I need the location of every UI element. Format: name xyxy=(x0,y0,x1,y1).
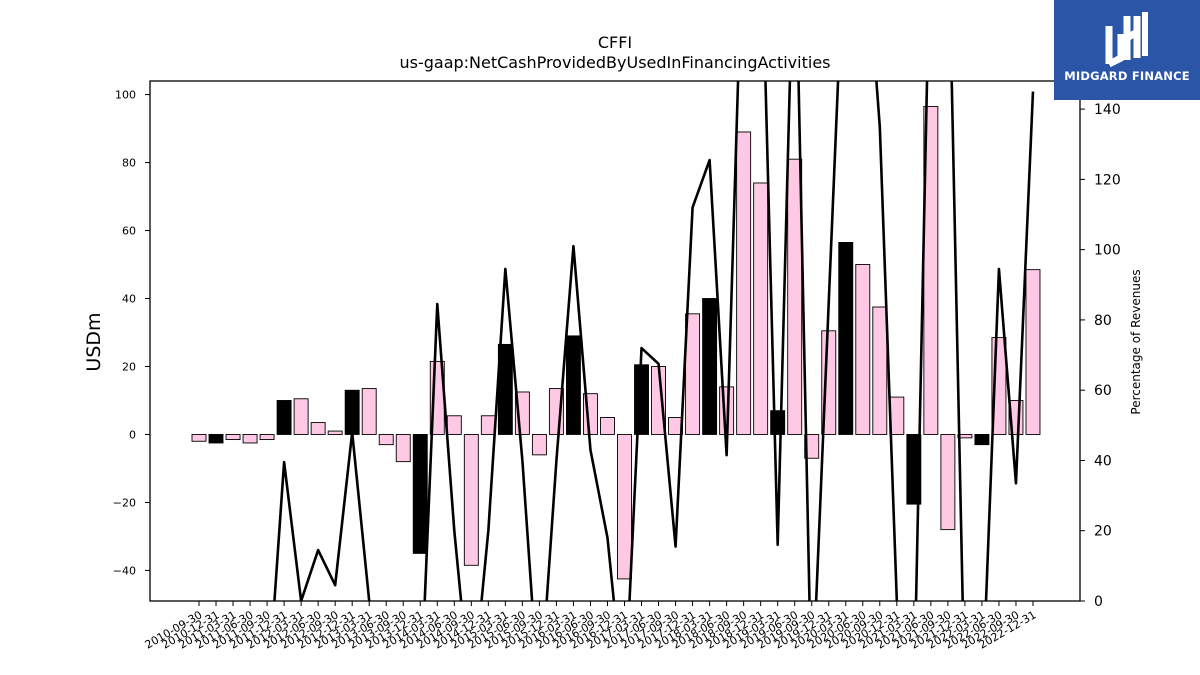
bar-2017-12-31 xyxy=(685,313,701,435)
bar-2021-12-31 xyxy=(957,434,973,439)
bar-2016-12-31 xyxy=(617,434,632,580)
midgard-finance-logo: MIDGARD FINANCE xyxy=(1054,0,1200,100)
y2-tick-label: 80 xyxy=(1094,313,1112,329)
y2-tick-label: 40 xyxy=(1094,453,1112,469)
bar-2014-06-30 xyxy=(446,415,462,435)
bar-2020-03-31 xyxy=(838,241,854,435)
bar-2011-09-30 xyxy=(259,434,275,441)
bar-2019-09-30 xyxy=(804,434,820,459)
logo-text: MIDGARD FINANCE xyxy=(1064,69,1190,83)
data-layer xyxy=(191,81,1041,601)
bar-2015-09-30 xyxy=(531,434,547,456)
chart-title: CFFI xyxy=(598,33,632,52)
bar-2013-09-30 xyxy=(395,434,411,463)
y-tick-label: 0 xyxy=(129,428,136,441)
y-tick-label: 80 xyxy=(122,157,136,170)
bar-2019-06-30 xyxy=(787,158,803,435)
y2-tick-label: 100 xyxy=(1094,243,1121,259)
bar-2013-12-31 xyxy=(412,434,428,554)
bar-2016-09-30 xyxy=(600,417,615,435)
y-tick-label: 20 xyxy=(122,360,136,373)
bar-2021-09-30 xyxy=(940,434,956,531)
bar-2012-09-30 xyxy=(327,430,343,435)
bar-2016-03-31 xyxy=(565,335,581,435)
chart-subtitle: us-gaap:NetCashProvidedByUsedInFinancing… xyxy=(399,53,830,72)
bar-2020-06-30 xyxy=(855,264,871,435)
y2-tick-label: 140 xyxy=(1094,102,1121,118)
plot-area: −40−200204060801000204060801001201402010… xyxy=(113,80,1121,652)
bar-2014-09-30 xyxy=(463,434,479,566)
y2-axis-label: Percentage of Revenues xyxy=(1129,269,1143,414)
bar-2011-06-30 xyxy=(242,434,258,444)
bar-2012-12-31 xyxy=(344,389,360,435)
bar-2013-03-31 xyxy=(361,388,377,435)
bar-2018-12-31 xyxy=(753,182,769,435)
y-tick-label: −40 xyxy=(113,564,136,577)
bar-2019-03-31 xyxy=(770,410,786,435)
y2-tick-label: 60 xyxy=(1094,383,1112,399)
y-tick-label: 100 xyxy=(115,89,136,102)
y-tick-label: 60 xyxy=(122,225,136,238)
pct-revenue-line xyxy=(273,81,1035,601)
bar-2012-06-30 xyxy=(310,422,326,435)
y2-tick-label: 120 xyxy=(1094,172,1121,188)
bar-2013-06-30 xyxy=(378,434,394,446)
y-tick-label: −20 xyxy=(113,496,136,509)
midgard-logo-icon xyxy=(1105,12,1148,68)
bar-2011-03-31 xyxy=(225,434,241,441)
bar-2020-09-30 xyxy=(872,306,888,435)
bar-2014-12-31 xyxy=(480,415,496,435)
bar-2018-09-30 xyxy=(736,131,752,435)
bar-2018-03-31 xyxy=(702,298,718,435)
bar-2010-09-30 xyxy=(191,434,207,442)
bar-2022-03-31 xyxy=(974,434,990,446)
plot-frame xyxy=(149,80,1081,602)
bar-2010-12-31 xyxy=(208,434,224,444)
bar-2011-12-31 xyxy=(276,400,292,435)
bar-2022-12-31 xyxy=(1025,269,1041,435)
bar-2012-03-31 xyxy=(293,398,309,435)
y2-tick-label: 0 xyxy=(1094,594,1103,610)
y-axis-label: USDm xyxy=(83,312,105,371)
y-tick-label: 40 xyxy=(122,293,136,306)
y2-tick-label: 20 xyxy=(1094,524,1112,540)
